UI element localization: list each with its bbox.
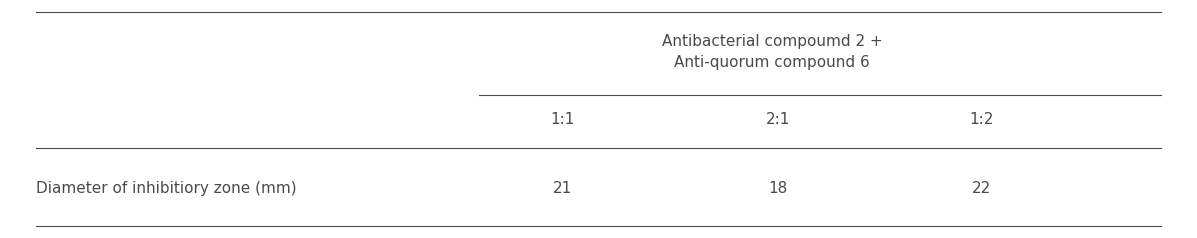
Text: 1:1: 1:1 bbox=[551, 111, 575, 127]
Text: 1:2: 1:2 bbox=[970, 111, 994, 127]
Text: 21: 21 bbox=[553, 180, 572, 196]
Text: 22: 22 bbox=[972, 180, 991, 196]
Text: 18: 18 bbox=[768, 180, 788, 196]
Text: Diameter of inhibitiory zone (mm): Diameter of inhibitiory zone (mm) bbox=[36, 180, 297, 196]
Text: 2:1: 2:1 bbox=[766, 111, 790, 127]
Text: Antibacterial compoumd 2 +
Anti-quorum compound 6: Antibacterial compoumd 2 + Anti-quorum c… bbox=[662, 34, 882, 70]
